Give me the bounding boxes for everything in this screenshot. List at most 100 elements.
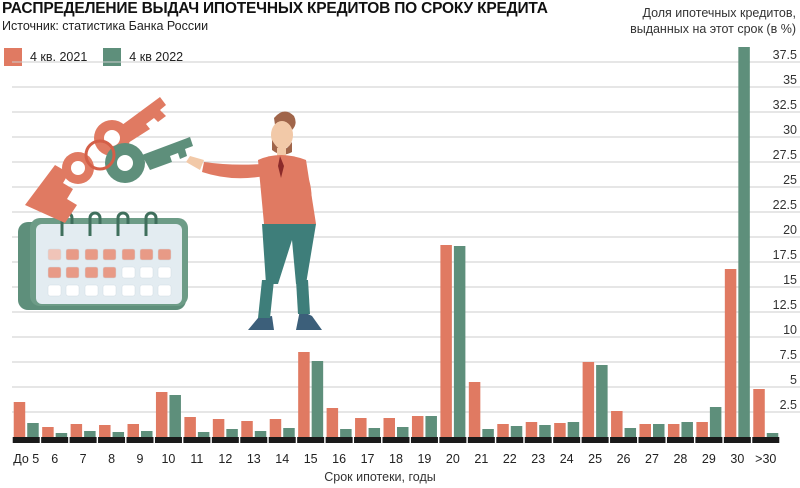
bar-2022: [653, 424, 665, 437]
baseline-segment: [154, 437, 182, 443]
legend-label-2021: 4 кв. 2021: [30, 50, 88, 64]
x-tick-label: 13: [247, 452, 261, 466]
bar-2022: [254, 431, 267, 437]
baseline-segment: [439, 437, 467, 443]
baseline-segment: [467, 437, 495, 443]
bar-2022: [368, 428, 381, 437]
bar-2021: [269, 419, 282, 437]
x-tick-label: 10: [161, 452, 175, 466]
baseline-segment: [183, 437, 211, 443]
bar-2021: [212, 419, 225, 437]
x-tick-labels: До 5 6 7 8 9 10 11 12 13 14 15 16 17 18 19 20 21 22 23 24 25…: [13, 452, 776, 466]
bar-2021: [355, 418, 367, 437]
x-tick-label: 18: [389, 452, 403, 466]
bar-2022: [510, 426, 523, 437]
baseline-segment: [325, 437, 353, 443]
bar-2022: [539, 425, 551, 437]
y-tick-label: 2.5: [780, 398, 797, 412]
bar-2022: [112, 432, 125, 437]
x-tick-label: 20: [446, 452, 460, 466]
bar-2021: [70, 424, 83, 437]
x-tick-label: 15: [304, 452, 318, 466]
x-tick-label: 27: [645, 452, 659, 466]
bar-2021: [298, 352, 310, 437]
bar-2021: [753, 389, 765, 437]
bar-2022: [425, 416, 437, 437]
bar-2021: [639, 424, 651, 437]
y-tick-label: 27.5: [773, 148, 797, 162]
baseline-segment: [354, 437, 382, 443]
bar-2022: [340, 429, 352, 437]
y-tick-label: 20: [783, 223, 797, 237]
x-tick-label: 6: [51, 452, 58, 466]
baseline-segment: [638, 437, 666, 443]
x-tick-label: 14: [275, 452, 289, 466]
bar-2022: [738, 47, 750, 437]
y-tick-label: 37.5: [773, 48, 797, 62]
baseline-segment: [41, 437, 69, 443]
bar-2021: [13, 402, 26, 437]
bar-2021: [99, 425, 111, 437]
y-tick-label: 35: [783, 73, 797, 87]
bar-2021: [724, 269, 737, 437]
bar-2021: [127, 424, 139, 437]
y-tick-label: 5: [790, 373, 797, 387]
x-tick-label: 8: [108, 452, 115, 466]
baseline-segment: [666, 437, 694, 443]
y-tick-label: 12.5: [773, 298, 797, 312]
bar-2021: [696, 422, 708, 437]
x-tick-label: 29: [702, 452, 716, 466]
x-tick-label: 16: [332, 452, 346, 466]
baseline-segment: [695, 437, 723, 443]
man-with-keys-and-calendar-illustration: [18, 97, 322, 330]
bar-2022: [226, 429, 238, 437]
bar-2022: [141, 431, 153, 437]
bar-2021: [411, 416, 424, 437]
bars: [12, 47, 780, 443]
bar-2022: [84, 431, 96, 437]
grid-lines: [12, 61, 800, 413]
y-tick-label: 25: [783, 173, 797, 187]
bar-2021: [42, 427, 54, 437]
bar-2021: [582, 362, 595, 437]
baseline-segment: [268, 437, 296, 443]
bar-2022: [567, 422, 580, 437]
bar-2022: [27, 423, 39, 437]
baseline-segment: [610, 437, 638, 443]
x-tick-label: 24: [560, 452, 574, 466]
baseline-segment: [240, 437, 268, 443]
keys-icon: [25, 97, 193, 223]
y-tick-label: 32.5: [773, 98, 797, 112]
bar-2022: [197, 432, 210, 437]
bar-2021: [241, 421, 253, 437]
x-tick-label: До 5: [13, 452, 39, 466]
bar-2022: [169, 395, 181, 437]
baseline-segment: [752, 437, 780, 443]
baseline-segment: [12, 437, 40, 443]
y-tick-label: 7.5: [780, 348, 797, 362]
bar-2021: [497, 424, 509, 437]
y-tick-label: 30: [783, 123, 797, 137]
bar-2022: [55, 433, 68, 437]
y-tick-label: 10: [783, 323, 797, 337]
bar-2022: [311, 361, 324, 437]
bar-2022: [624, 428, 637, 437]
bar-2022: [283, 428, 295, 437]
bar-2021: [611, 411, 623, 437]
bar-2022: [482, 429, 494, 437]
y-tick-label: 22.5: [773, 198, 797, 212]
baseline-segment: [553, 437, 581, 443]
x-tick-label: 23: [531, 452, 545, 466]
baseline-segment: [496, 437, 524, 443]
bar-2022: [766, 433, 779, 437]
bar-2021: [468, 382, 481, 437]
bar-2021: [525, 422, 538, 437]
bar-2021: [440, 245, 452, 437]
baseline-segment: [581, 437, 609, 443]
y-tick-label: 15: [783, 273, 797, 287]
x-tick-label: 7: [80, 452, 87, 466]
baseline-segment: [126, 437, 154, 443]
baseline-segment: [297, 437, 325, 443]
x-tick-label: 17: [361, 452, 375, 466]
